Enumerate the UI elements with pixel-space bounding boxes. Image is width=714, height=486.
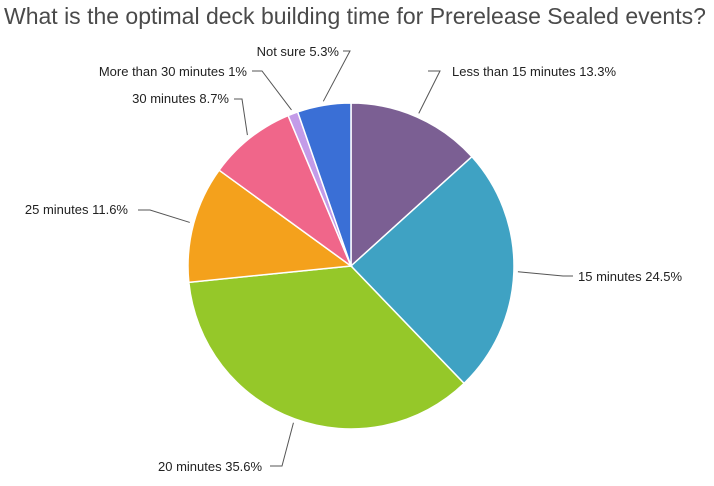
slice-value-label: 35.6% (225, 459, 262, 474)
slice-label-1: Less than 15 minutes 13.3% (452, 64, 617, 79)
slice-value-label: 13.3% (579, 64, 616, 79)
slice-label-3: 20 minutes 35.6% (158, 459, 263, 474)
slice-value-label: 11.6% (92, 202, 128, 217)
slice-label-text: 25 minutes (25, 202, 89, 217)
slice-value-label: 24.5% (645, 269, 682, 284)
slice-label-5: 30 minutes 8.7% (132, 91, 229, 106)
slice-label-6: More than 30 minutes 1% (99, 64, 248, 79)
slice-label-text: 20 minutes (158, 459, 222, 474)
pie-slice-2 (349, 155, 515, 385)
slice-label-2: 15 minutes 24.5% (578, 269, 683, 284)
slice-label-text: 30 minutes (132, 91, 196, 106)
chart-title: What is the optimal deck building time f… (4, 3, 706, 29)
leader-line-7 (322, 50, 351, 102)
leader-line-1 (418, 70, 441, 114)
slice-value-label: 8.7% (199, 91, 229, 106)
leader-line-5 (234, 98, 248, 136)
slice-value-label: 5.3% (309, 44, 339, 59)
pie-slice-3 (188, 265, 466, 430)
leader-line-4 (138, 209, 190, 223)
slice-value-label: 1% (228, 64, 247, 79)
leader-line-2 (517, 271, 573, 277)
slice-label-7: Not sure 5.3% (257, 44, 340, 59)
pie-slice-1 (350, 102, 473, 268)
slice-label-text: 15 minutes (578, 269, 642, 284)
leader-line-6 (252, 70, 292, 111)
slices-layer (187, 102, 515, 430)
slice-label-text: More than 30 minutes (99, 64, 225, 79)
slice-label-text: Not sure (257, 44, 306, 59)
pie-slice-7 (296, 102, 352, 267)
pie-slice-4 (187, 169, 354, 284)
pie-slice-5 (218, 114, 353, 269)
labels-layer: Less than 15 minutes 13.3% 15 minutes 24.… (25, 44, 683, 474)
slice-label-text: Less than 15 minutes (452, 64, 576, 79)
leader-line-3 (270, 422, 294, 467)
slice-label-4: 25 minutes 11.6% (25, 202, 129, 217)
